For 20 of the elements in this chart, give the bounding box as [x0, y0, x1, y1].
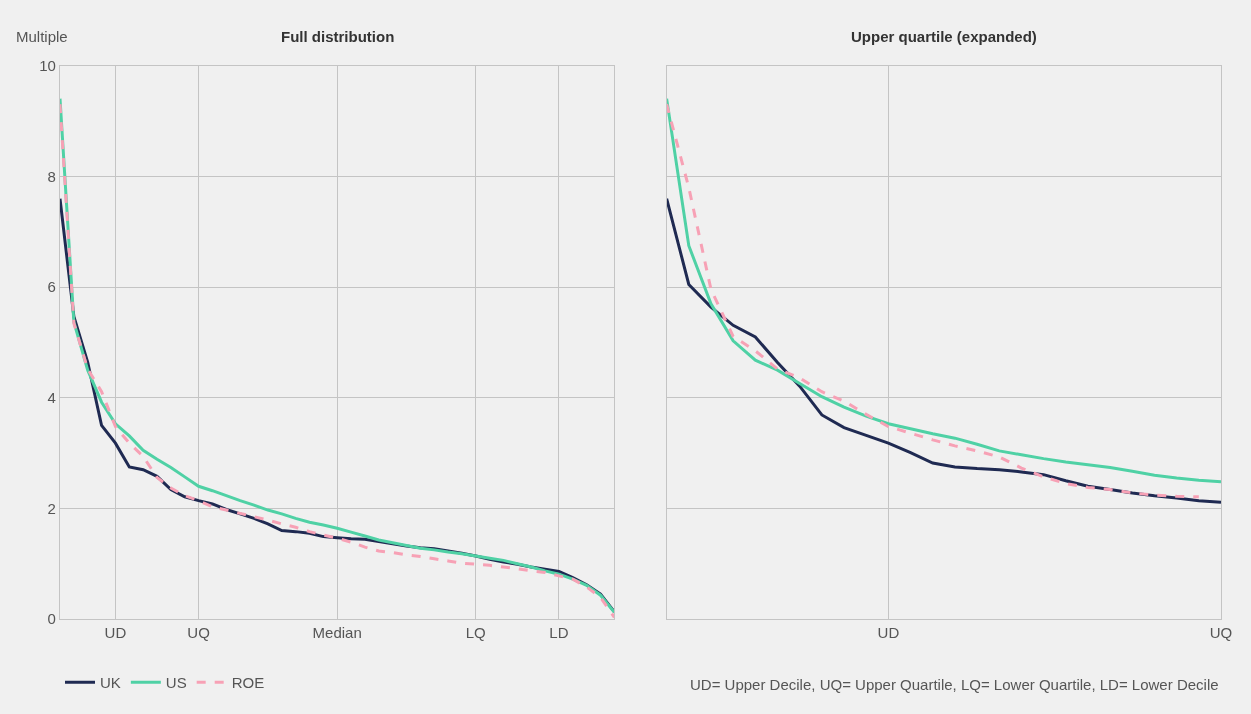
x-tick-label: UD	[877, 624, 900, 642]
y-tick-label: 4	[47, 389, 56, 407]
y-tick-label: 6	[47, 278, 56, 296]
y-axis-title: Multiple	[16, 28, 68, 45]
x-tick-label: Median	[312, 624, 362, 642]
y-tick-label: 0	[47, 610, 56, 628]
legend-label: UK	[100, 674, 121, 692]
x-tick-label: UQ	[1209, 624, 1233, 642]
chart-title: Upper quartile (expanded)	[851, 28, 1037, 45]
x-tick-label: UQ	[187, 624, 210, 642]
chart-title: Full distribution	[281, 28, 395, 45]
y-tick-label: 2	[47, 499, 56, 517]
x-tick-label: LD	[549, 624, 569, 642]
x-tick-label: UD	[104, 624, 127, 642]
y-tick-label: 10	[39, 57, 56, 75]
y-tick-label: 8	[47, 167, 56, 185]
x-tick-label: LQ	[465, 624, 486, 642]
legend-label: ROE	[231, 674, 265, 692]
text: UD= Upper Decile, UQ= Upper Quartile, LQ= Lower Quartile, LD= Lower Decile	[690, 676, 1219, 693]
legend-label: US	[165, 674, 187, 692]
